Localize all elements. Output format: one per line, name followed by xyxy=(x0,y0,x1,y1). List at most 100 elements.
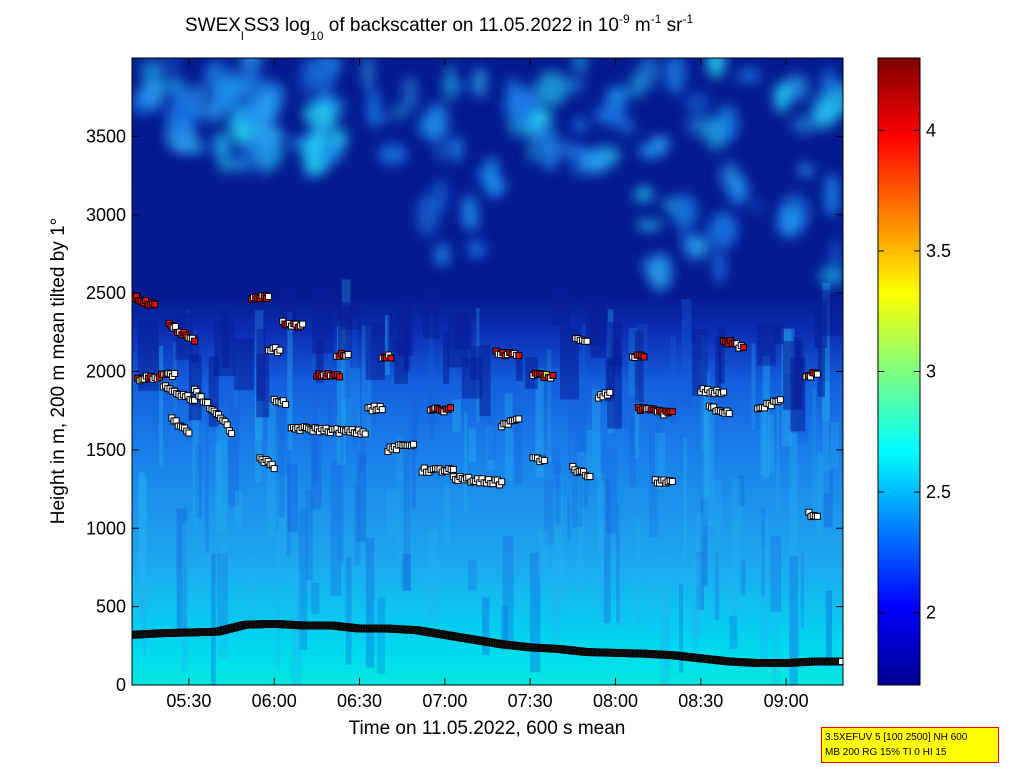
texture-streak xyxy=(429,529,439,617)
texture-streak xyxy=(486,426,495,471)
texture-intrusion xyxy=(447,312,470,368)
texture-fleck xyxy=(316,101,337,131)
texture-streak xyxy=(683,437,687,587)
texture-streak xyxy=(800,553,804,629)
texture-fleck xyxy=(449,136,463,162)
texture-streak xyxy=(500,606,509,651)
layer-marker xyxy=(299,320,307,328)
texture-streak xyxy=(291,572,302,685)
y-tick-label: 3000 xyxy=(86,205,126,225)
layer-marker xyxy=(739,343,747,351)
texture-fleck xyxy=(216,130,232,174)
layer-marker xyxy=(449,465,457,473)
texture-streak xyxy=(822,282,830,422)
texture-streak xyxy=(628,415,637,487)
texture-fleck xyxy=(139,81,164,106)
layer-marker xyxy=(204,399,212,407)
x-tick-label: 09:00 xyxy=(764,691,809,711)
layer-marker xyxy=(515,415,523,423)
layer-marker xyxy=(228,429,236,437)
layer-marker xyxy=(276,346,284,354)
texture-streak xyxy=(760,517,769,660)
texture-streak xyxy=(592,389,601,479)
texture-intrusion xyxy=(817,345,825,398)
texture-streak xyxy=(733,521,739,620)
texture-streak xyxy=(830,421,840,468)
texture-streak xyxy=(731,478,743,557)
texture-fleck xyxy=(434,243,450,267)
y-tick-label: 1000 xyxy=(86,518,126,538)
texture-streak xyxy=(597,472,606,622)
texture-streak xyxy=(464,411,468,512)
texture-streak xyxy=(278,477,288,565)
colorbar-tick-label: 3.5 xyxy=(926,241,951,261)
texture-fleck xyxy=(203,59,232,103)
x-tick-label: 08:30 xyxy=(678,691,723,711)
x-tick-label: 07:30 xyxy=(508,691,553,711)
texture-fleck xyxy=(363,58,373,91)
texture-streak xyxy=(601,442,607,482)
texture-intrusion xyxy=(340,306,361,330)
texture-fleck xyxy=(238,133,256,173)
processing-info-box: 3.5XEFUV 5 [100 2500] NH 600 MB 200 RG 1… xyxy=(821,727,999,763)
texture-streak xyxy=(343,344,351,399)
texture-streak xyxy=(235,490,242,527)
texture-fleck xyxy=(377,143,408,166)
texture-fleck xyxy=(824,173,840,217)
layer-marker xyxy=(265,292,273,300)
texture-fleck xyxy=(616,118,636,134)
texture-streak xyxy=(694,512,704,588)
texture-fleck xyxy=(403,75,417,114)
texture-fleck xyxy=(775,81,789,114)
texture-streak xyxy=(537,530,549,579)
layer-marker xyxy=(668,477,676,485)
texture-streak xyxy=(586,430,593,475)
texture-streak xyxy=(558,543,565,578)
texture-fleck xyxy=(180,88,199,106)
texture-intrusion xyxy=(256,328,266,401)
texture-intrusion xyxy=(814,301,827,348)
texture-streak xyxy=(691,590,699,654)
colorbar-tick-label: 3 xyxy=(926,362,936,382)
texture-streak xyxy=(789,611,801,657)
texture-intrusion xyxy=(280,289,296,322)
texture-streak xyxy=(330,461,341,596)
texture-intrusion xyxy=(479,344,491,417)
texture-fleck xyxy=(664,58,686,94)
texture-fleck xyxy=(435,145,445,160)
x-tick-label: 05:30 xyxy=(166,691,211,711)
texture-streak xyxy=(603,478,611,624)
boundary-layer-markers xyxy=(132,620,843,667)
y-tick-label: 2000 xyxy=(86,362,126,382)
texture-streak xyxy=(426,350,435,413)
texture-streak xyxy=(185,309,191,442)
texture-streak xyxy=(555,461,561,525)
texture-streak xyxy=(580,474,589,508)
texture-streak xyxy=(762,355,770,479)
texture-fleck xyxy=(531,108,553,127)
colorbar-tick-label: 4 xyxy=(926,120,936,140)
texture-streak xyxy=(254,394,262,483)
x-tick-label: 08:00 xyxy=(593,691,638,711)
x-axis: 05:30 06:00 06:30 07:00 07:30 08:00 08:30 09:00 xyxy=(166,58,809,711)
texture-fleck xyxy=(557,139,578,160)
texture-streak xyxy=(761,518,765,597)
layer-marker xyxy=(185,429,193,437)
heatmap-texture xyxy=(138,279,842,685)
texture-intrusion xyxy=(311,288,333,354)
layer-marker xyxy=(171,322,179,330)
texture-streak xyxy=(365,538,375,668)
texture-fleck xyxy=(444,63,456,103)
texture-fleck xyxy=(225,69,258,88)
colorbar xyxy=(878,58,920,685)
texture-streak xyxy=(468,428,476,463)
texture-streak xyxy=(529,552,541,673)
texture-fleck xyxy=(706,58,726,79)
texture-fleck xyxy=(573,116,588,134)
texture-streak xyxy=(141,540,146,655)
texture-intrusion xyxy=(612,338,620,375)
texture-fleck xyxy=(638,142,664,159)
texture-streak xyxy=(402,553,411,591)
texture-fleck xyxy=(683,234,710,260)
texture-fleck xyxy=(509,86,539,126)
